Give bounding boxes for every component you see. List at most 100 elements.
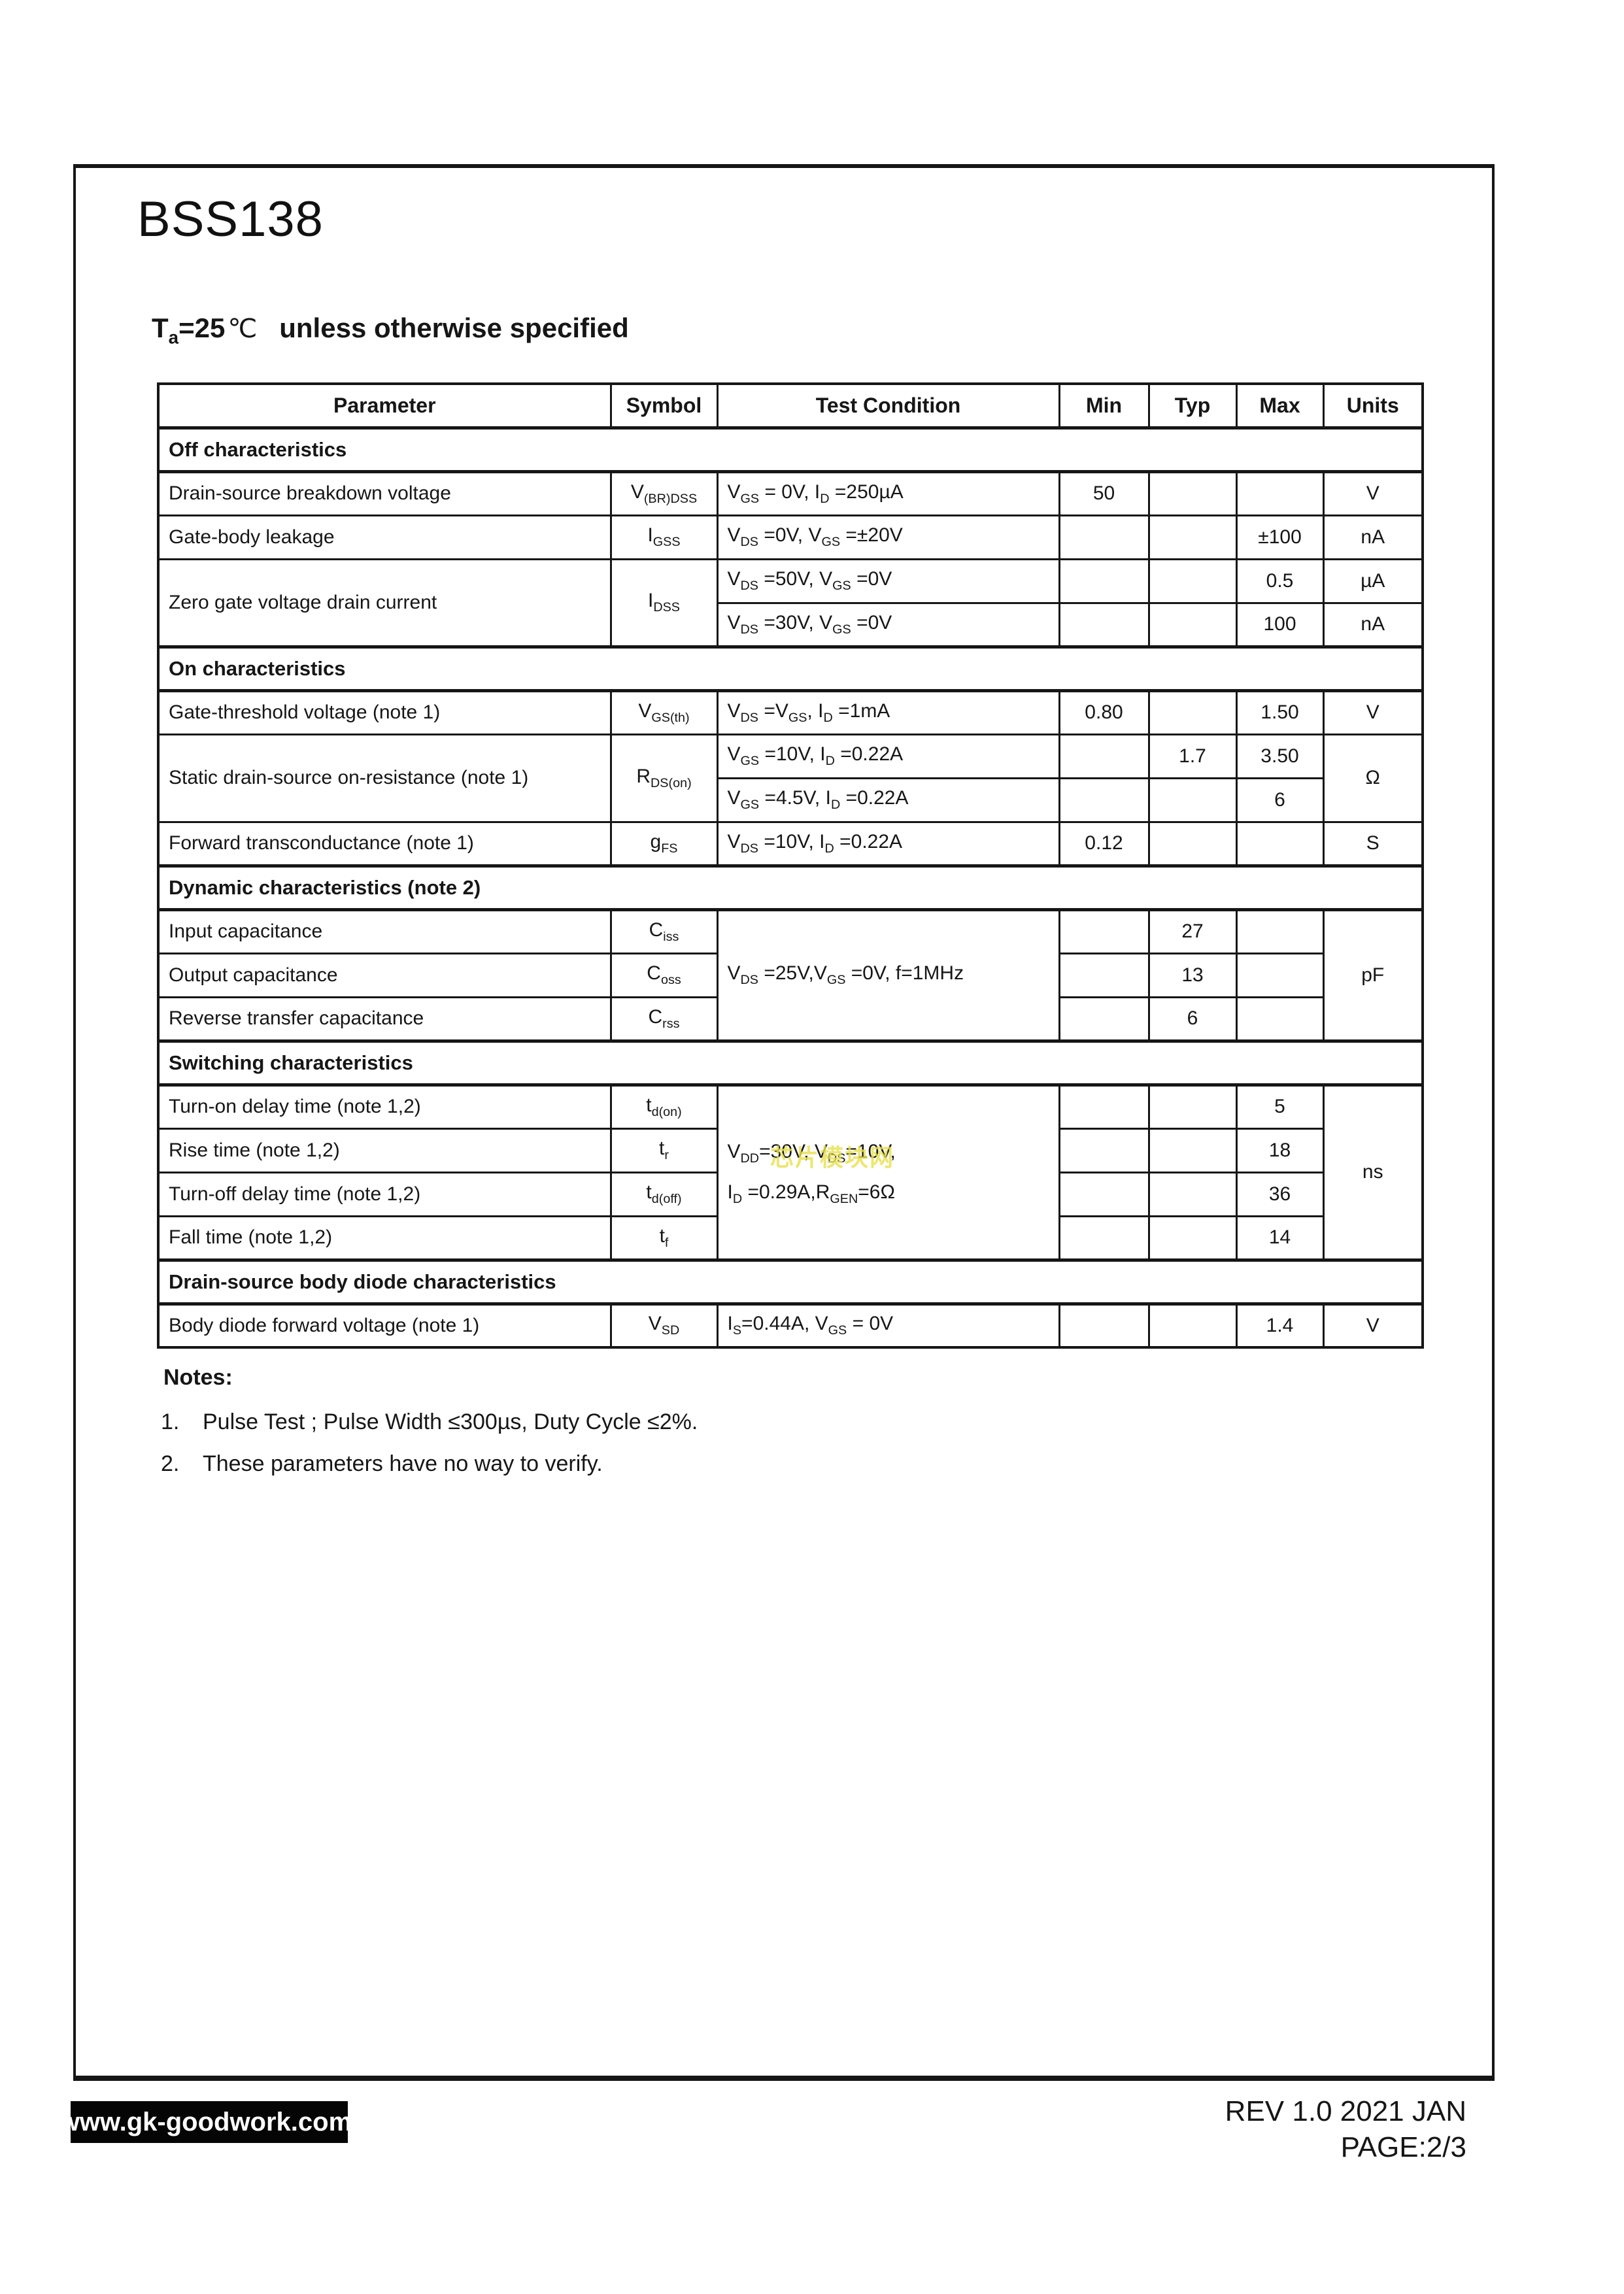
table-header: Parameter Symbol Test Condition Min Typ Max Un… — [157, 382, 1424, 430]
table-cell: Rise time (note 1,2) — [157, 1127, 612, 1173]
table-cell: 6 — [1235, 777, 1325, 823]
table-cell: Ω — [1322, 733, 1424, 823]
table-cell: Gate-body leakage — [157, 514, 612, 560]
note-number: 1. — [161, 1409, 180, 1434]
column-header-symbol: Symbol — [609, 382, 719, 430]
table-cell: 5 — [1235, 1083, 1325, 1130]
spec-table: Parameter Symbol Test Condition Min Typ Max Un… — [157, 382, 1424, 1349]
table-cell: IDSS — [609, 558, 719, 648]
table-cell — [1147, 1302, 1238, 1349]
table-cell: nA — [1322, 601, 1424, 648]
table-cell: Reverse transfer capacitance — [157, 996, 612, 1042]
column-header-parameter: Parameter — [157, 382, 612, 430]
table-cell — [1058, 733, 1150, 779]
table-row: Drain-source breakdown voltage V(BR)DSS VG… — [157, 470, 1424, 516]
table-cell: VDS =VGS, ID =1mA — [716, 689, 1060, 735]
subtitle-text: unless otherwise specified — [279, 312, 629, 343]
table-cell: 50 — [1058, 470, 1150, 516]
section-row: Drain-source body diode characteristics — [157, 1258, 1424, 1306]
table-cell: IS=0.44A, VGS = 0V — [716, 1302, 1060, 1349]
table-cell — [1147, 1083, 1238, 1130]
table-cell — [1058, 558, 1150, 604]
table-cell: pF — [1322, 908, 1424, 1042]
note-text: Pulse Test ; Pulse Width ≤300µs, Duty Cy… — [203, 1409, 698, 1434]
table-cell: Crss — [609, 996, 719, 1042]
table-cell: 1.50 — [1235, 689, 1325, 735]
table-cell: 14 — [1235, 1215, 1325, 1261]
table-row: Static drain-source on-resistance (note … — [157, 733, 1424, 823]
table-cell: IGSS — [609, 514, 719, 560]
table-cell: µA — [1322, 558, 1424, 604]
footer-revision-block: REV 1.0 2021 JAN PAGE:2/3 — [1225, 2093, 1466, 2165]
table-cell: Turn-off delay time (note 1,2) — [157, 1171, 612, 1217]
footer-rev: REV 1.0 2021 JAN — [1225, 2095, 1466, 2127]
table-cell: td(on) — [609, 1083, 719, 1130]
table-row: VDS =30V, VGS =0V 100 nA — [158, 601, 1424, 648]
table-cell: Zero gate voltage drain current — [157, 558, 612, 648]
section-title: Dynamic characteristics (note 2) — [157, 864, 1424, 911]
table-cell: 6 — [1147, 996, 1238, 1042]
table-cell — [1147, 777, 1238, 823]
table-row: Zero gate voltage drain current IDSS VDS =… — [157, 558, 1424, 648]
table-cell — [1147, 1127, 1238, 1173]
table-cell — [1147, 820, 1238, 867]
table-cell — [1058, 996, 1150, 1042]
table-cell — [1235, 908, 1325, 954]
table-cell: VGS =4.5V, ID =0.22A — [716, 777, 1060, 823]
table-row: Forward transconductance (note 1) gFS VDS … — [157, 820, 1424, 867]
section-title: Drain-source body diode characteristics — [157, 1258, 1424, 1306]
table-cell: VGS(th) — [609, 689, 719, 735]
table-cell — [1058, 1171, 1150, 1217]
table-cell: VDS =10V, ID =0.22A — [716, 820, 1060, 867]
table-cell — [1235, 952, 1325, 998]
table-row: Output capacitance Coss 13 — [157, 952, 1423, 998]
table-cell — [1058, 777, 1150, 823]
table-row: Turn-off delay time (note 1,2) td(off) 36 — [157, 1171, 1423, 1217]
table-cell: S — [1322, 820, 1424, 867]
table-cell: Gate-threshold voltage (note 1) — [157, 689, 612, 735]
table-cell: ns — [1322, 1083, 1424, 1261]
table-cell — [1147, 1215, 1238, 1261]
test-condition-subtitle: Ta=25 ℃ unless otherwise specified — [152, 312, 629, 348]
note-item-2: 2. These parameters have no way to verify… — [161, 1451, 603, 1477]
table-cell: gFS — [609, 820, 719, 867]
section-row: Dynamic characteristics (note 2) — [157, 864, 1424, 911]
column-header-test-condition: Test Condition — [716, 382, 1060, 430]
table-cell — [1147, 514, 1238, 560]
table-cell: RDS(on) — [609, 733, 719, 823]
table-cell: VGS = 0V, ID =250µA — [716, 470, 1060, 516]
page-title: BSS138 — [137, 192, 324, 247]
table-cell: V — [1322, 1302, 1424, 1349]
table-cell: 36 — [1235, 1171, 1325, 1217]
table-cell: 1.4 — [1235, 1302, 1325, 1349]
table-cell: 0.80 — [1058, 689, 1150, 735]
section-title: Off characteristics — [157, 426, 1424, 473]
table-cell: VDS =25V,VGS =0V, f=1MHz — [716, 908, 1060, 1042]
table-cell — [1058, 908, 1150, 954]
table-cell — [1147, 1171, 1238, 1217]
table-body: Off characteristics Drain-source breakdow… — [157, 426, 1424, 1349]
table-row: Body diode forward voltage (note 1) VSD IS… — [157, 1302, 1424, 1349]
table-cell — [1147, 601, 1238, 648]
table-row: Input capacitance Ciss VDS =25V,VGS =0V, f… — [157, 908, 1424, 1042]
table-cell: 3.50 — [1235, 733, 1325, 779]
characteristics-table-container: Parameter Symbol Test Condition Min Typ Max Un… — [157, 382, 1424, 1349]
table-cell: td(off) — [609, 1171, 719, 1217]
table-cell: V — [1322, 470, 1424, 516]
table-cell: VDS =30V, VGS =0V — [716, 601, 1060, 648]
table-cell: nA — [1322, 514, 1424, 560]
table-cell: 100 — [1235, 601, 1325, 648]
table-cell — [1147, 689, 1238, 735]
table-row: Fall time (note 1,2) tf 14 — [157, 1215, 1423, 1261]
section-row: Switching characteristics — [157, 1039, 1424, 1087]
notes-title: Notes: — [163, 1365, 233, 1390]
note-number: 2. — [161, 1451, 180, 1476]
footer-website-badge: www.gk-goodwork.com. — [59, 2101, 359, 2143]
table-cell: Coss — [609, 952, 719, 998]
table-cell: Output capacitance — [157, 952, 612, 998]
table-cell — [1058, 1302, 1150, 1349]
section-title: On characteristics — [157, 645, 1424, 692]
table-cell: V(BR)DSS — [609, 470, 719, 516]
table-cell: tf — [609, 1215, 719, 1261]
table-cell: Input capacitance — [157, 908, 612, 954]
